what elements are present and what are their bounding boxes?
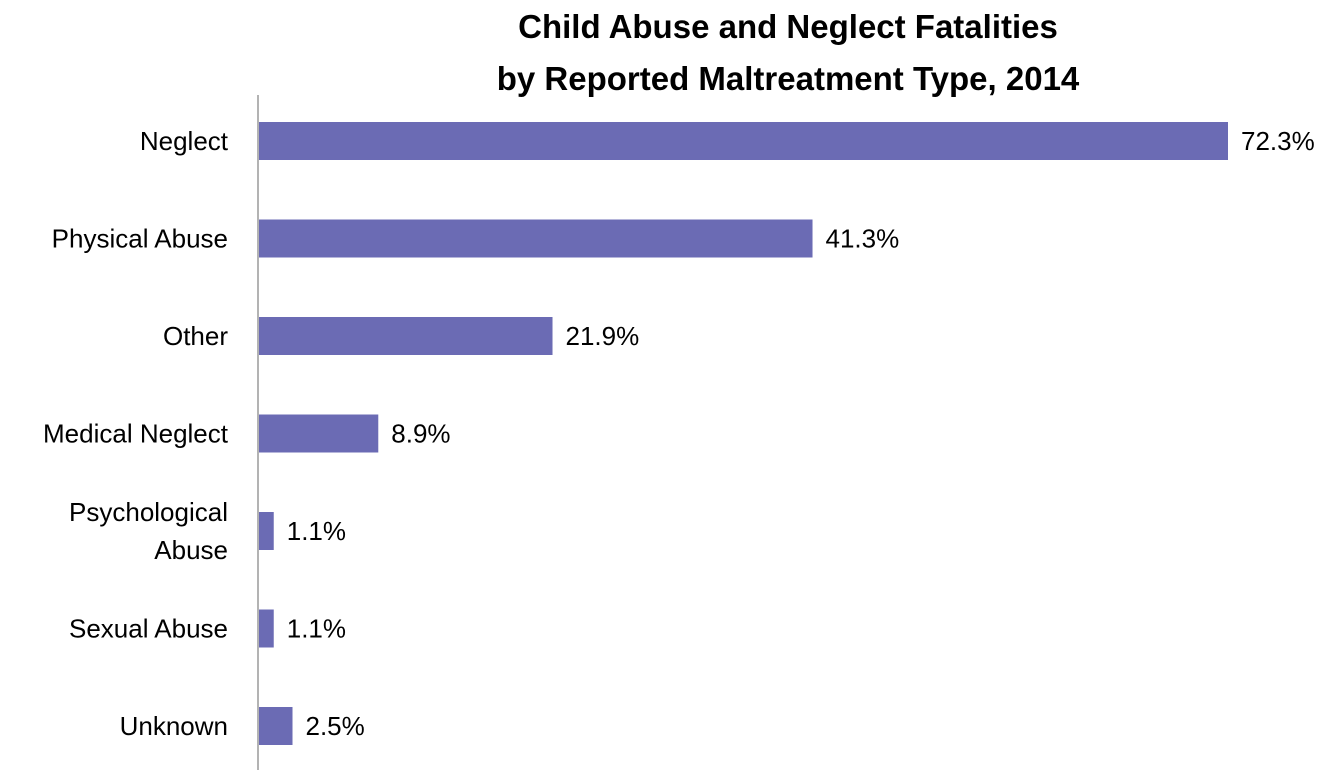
bar — [259, 512, 274, 550]
data-label: 21.9% — [566, 321, 640, 351]
category-label: Physical Abuse — [52, 224, 228, 254]
data-label: 8.9% — [391, 419, 450, 449]
bar — [259, 707, 293, 745]
data-label: 2.5% — [306, 711, 365, 741]
chart-title-line-2: by Reported Maltreatment Type, 2014 — [496, 60, 1080, 97]
bar — [259, 317, 553, 355]
data-label: 41.3% — [826, 224, 900, 254]
bar — [259, 122, 1228, 160]
category-label: Psychological Abuse — [69, 497, 228, 565]
data-label: 1.1% — [287, 516, 346, 546]
chart-title-line-1: Child Abuse and Neglect Fatalities — [518, 8, 1058, 45]
bar — [259, 219, 813, 258]
bar — [259, 609, 274, 648]
category-label: Unknown — [120, 711, 228, 741]
data-label: 72.3% — [1241, 126, 1315, 156]
data-label: 1.1% — [287, 614, 346, 644]
bar — [259, 414, 379, 453]
category-label: Neglect — [140, 126, 229, 156]
category-label: Other — [163, 321, 228, 351]
category-label: Medical Neglect — [43, 419, 229, 449]
category-label: Sexual Abuse — [69, 614, 228, 644]
